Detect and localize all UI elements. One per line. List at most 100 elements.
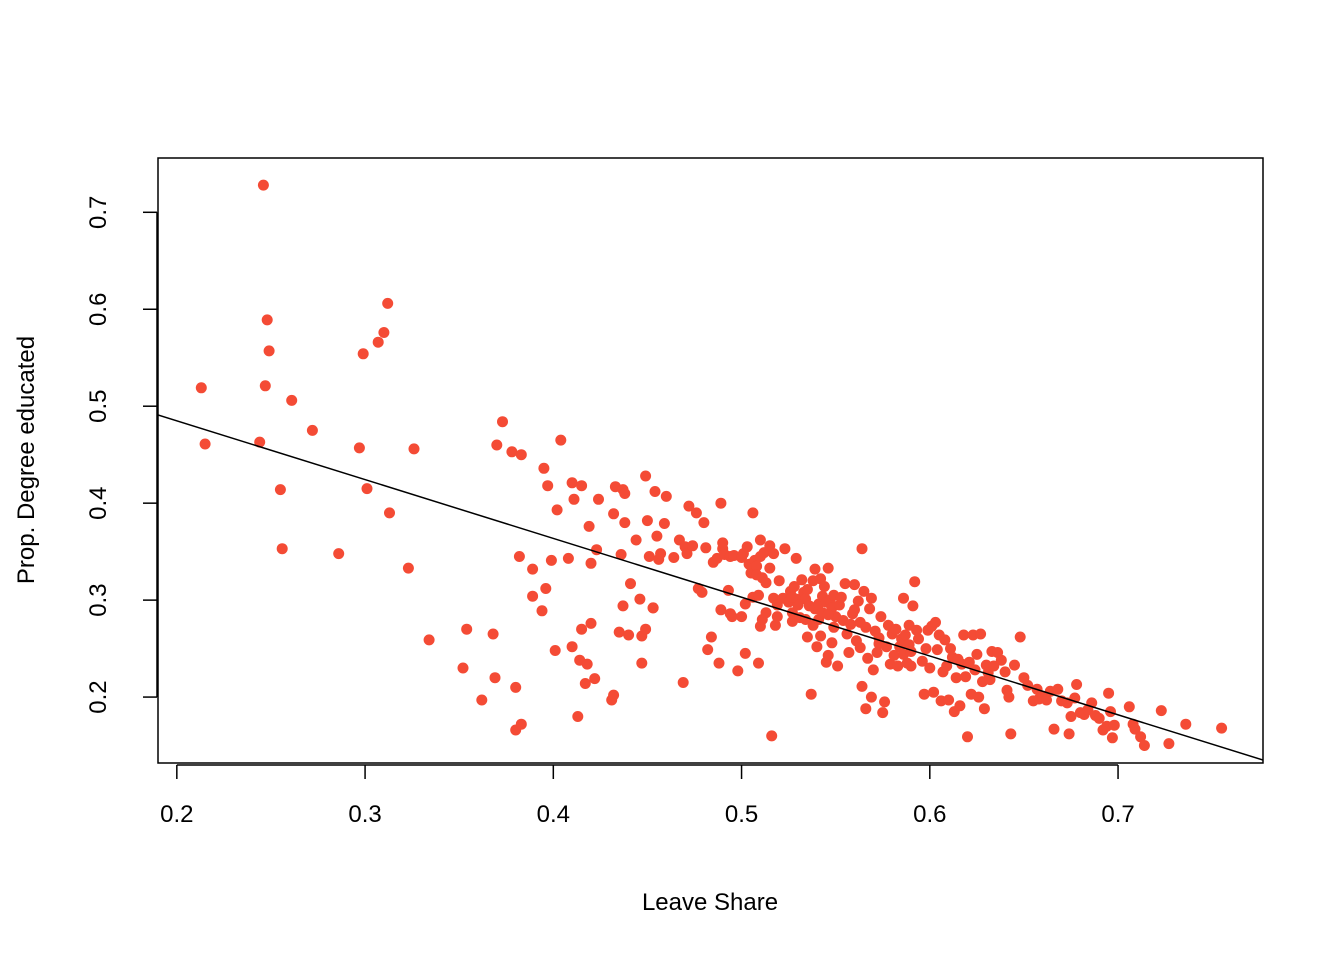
data-point [402,562,414,574]
data-point [623,629,635,641]
data-point [527,590,539,602]
data-point [643,551,655,562]
data-point [792,599,804,611]
data-point [877,707,889,719]
data-point [856,543,868,555]
data-point [615,549,627,560]
data-point [999,666,1011,678]
data-point [931,644,943,656]
data-point [739,598,751,610]
data-point [865,691,877,703]
data-point [593,493,604,505]
data-point [538,462,550,474]
data-point [540,583,552,594]
data-point [801,631,813,643]
data-point [822,609,834,621]
data-point [619,517,631,529]
data-point [732,665,744,677]
data-point [542,480,554,492]
data-point [640,623,652,635]
data-point [751,560,763,572]
data-point [815,630,827,642]
data-point [860,703,872,715]
data-point [962,731,973,743]
data-point [497,416,508,428]
data-point [696,586,708,598]
data-point [913,633,924,645]
data-point [715,604,727,616]
data-point [576,480,588,492]
data-point [274,484,286,496]
data-point [1138,740,1150,751]
data-point [826,637,838,649]
data-point [1093,712,1105,724]
data-point [372,336,384,348]
data-point [1103,687,1115,699]
data-point [199,438,211,450]
data-point [911,624,923,636]
data-point [617,600,629,612]
data-point [786,591,798,603]
data-point [754,534,766,546]
data-point [683,500,695,512]
data-point [423,634,435,646]
data-point [963,656,975,668]
x-axis-title: Leave Share [642,889,778,916]
data-point [1048,723,1060,735]
data-point [1155,705,1167,717]
y-axis-title: Prop. Degree educated [13,336,40,584]
data-point [971,648,983,660]
data-point [907,600,919,612]
data-point [739,647,751,659]
data-point [527,563,539,575]
data-point [715,497,727,509]
data-point [1129,723,1141,735]
data-point [930,616,941,628]
data-point [849,604,860,616]
data-point [875,611,887,623]
data-point [788,581,800,592]
data-point [773,575,785,587]
data-point [551,504,563,516]
data-point [832,660,844,672]
data-point [995,654,1007,666]
data-point [879,696,891,708]
y-tick-label: 0.5 [85,390,112,423]
x-tick-label: 0.6 [913,801,946,828]
data-point [790,552,802,564]
data-point [1003,691,1015,703]
data-point [1135,731,1147,743]
data-point [905,660,917,672]
data-point [1009,659,1020,671]
x-tick-label: 0.5 [725,801,758,828]
data-point [741,541,753,553]
data-point [510,681,522,693]
data-point [382,297,394,309]
data-point [839,578,851,590]
data-point [764,562,776,574]
x-tick-label: 0.4 [537,801,570,828]
data-point [589,673,601,685]
data-point [852,595,864,607]
data-point [796,574,808,586]
data-point [1106,732,1118,744]
data-point [958,629,970,641]
data-point [864,603,876,615]
data-point [608,508,620,520]
data-point [766,730,778,742]
data-point [1163,738,1175,750]
data-point [960,671,972,683]
data-point [856,680,868,692]
data-point [1065,711,1077,722]
data-point [920,643,932,655]
data-point [943,694,955,706]
data-point [779,543,791,555]
data-point [634,593,646,605]
data-point [722,584,734,596]
data-point [1063,728,1075,740]
data-point [687,540,699,552]
data-point [641,515,653,527]
data-point [760,607,772,619]
data-point [1041,694,1052,706]
data-point [916,655,928,667]
